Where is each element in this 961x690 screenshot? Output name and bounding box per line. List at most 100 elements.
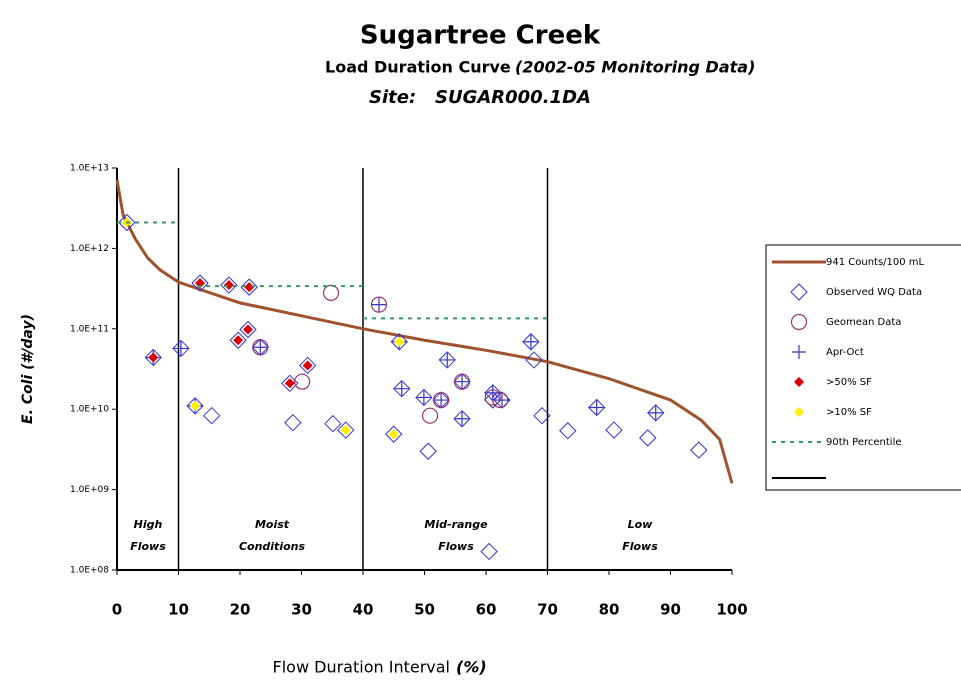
plus-marker <box>792 345 806 359</box>
diamond-marker <box>298 356 317 375</box>
diamond-marker <box>118 213 136 232</box>
diamond-marker <box>415 388 433 407</box>
y-axis-label: E. Coli (#/day) <box>20 314 36 424</box>
x-tick-label: 70 <box>537 601 558 619</box>
diamond-marker <box>453 410 471 428</box>
diamond-marker <box>385 425 403 443</box>
y-tick-label: 1.0E+13 <box>70 164 109 174</box>
circle-marker <box>453 373 471 390</box>
legend-label: >50% SF <box>826 377 872 388</box>
plus-marker <box>523 334 538 349</box>
diamond-marker <box>639 429 657 447</box>
x-tick-label: 10 <box>168 601 189 619</box>
plus-marker <box>394 381 409 396</box>
circle-marker <box>294 373 311 390</box>
zone-label: Flows <box>622 540 658 553</box>
legend-label: Apr-Oct <box>826 347 864 358</box>
y-tick-label: 1.0E+09 <box>70 485 109 495</box>
zone-label: High <box>134 518 163 531</box>
y-tick-label: 1.0E+08 <box>70 566 109 576</box>
plus-marker <box>494 393 509 408</box>
x-axis-label: Flow Duration Interval <box>273 658 450 677</box>
plus-marker <box>253 340 268 355</box>
filled-marker <box>244 282 255 293</box>
plus-marker <box>173 341 188 356</box>
filled-marker <box>794 377 804 387</box>
diamond-marker <box>240 278 258 296</box>
diamond-marker <box>647 404 665 422</box>
filled-marker <box>302 360 313 371</box>
diamond-marker <box>533 406 551 425</box>
zone-label: Low <box>628 518 654 531</box>
y-tick-label: 1.0E+12 <box>70 244 109 254</box>
plus-marker <box>416 390 431 405</box>
diamond-marker <box>393 379 411 398</box>
x-tick-label: 80 <box>599 601 620 619</box>
filled-marker <box>340 425 351 436</box>
diamond-marker <box>203 406 221 425</box>
diamond-marker <box>144 348 162 367</box>
diamond-marker <box>186 397 204 415</box>
plus-marker <box>371 297 386 312</box>
legend-box <box>765 244 961 491</box>
diamond-marker <box>587 398 606 417</box>
diamond-marker <box>239 320 257 339</box>
plus-marker <box>589 400 604 415</box>
filled-marker <box>233 335 244 346</box>
diamond-marker <box>438 351 456 369</box>
circle-marker <box>433 391 450 409</box>
x-tick-label: 60 <box>476 601 497 619</box>
plus-marker <box>455 411 470 426</box>
zone-label: Mid-range <box>424 518 488 531</box>
chart-title: Sugartree Creek <box>360 21 601 51</box>
circle-marker <box>370 296 388 313</box>
circle-marker <box>322 284 340 301</box>
diamond-marker <box>480 542 498 561</box>
diamond-marker <box>522 333 540 351</box>
diamond-marker <box>324 415 342 433</box>
legend-label: >10% SF <box>826 407 872 418</box>
diamond-marker <box>337 421 355 439</box>
x-tick-label: 20 <box>230 601 251 619</box>
x-axis-unit: (%) <box>456 658 487 677</box>
circle-marker <box>252 339 269 356</box>
legend-label: Geomean Data <box>826 317 901 328</box>
chart-subtitle: Load Duration Curve <box>325 58 511 77</box>
plus-marker <box>434 393 449 408</box>
diamond-marker <box>419 442 437 460</box>
filled-marker <box>388 429 399 440</box>
filled-marker <box>242 324 253 335</box>
diamond-marker <box>229 331 247 349</box>
circle-marker <box>421 407 439 424</box>
chart-subtitle-note: (2002-05 Monitoring Data) <box>515 58 755 77</box>
y-tick-label: 1.0E+11 <box>70 324 109 334</box>
filled-marker <box>394 336 405 347</box>
zone-label: Moist <box>255 518 290 531</box>
circle-marker <box>790 313 808 331</box>
x-tick-label: 30 <box>291 601 312 619</box>
diamond-marker <box>690 441 708 459</box>
plus-marker <box>485 385 500 400</box>
diamond-marker <box>484 391 502 409</box>
filled-marker <box>190 400 201 411</box>
plus-marker <box>648 405 663 420</box>
legend-label: 941 Counts/100 mL <box>826 257 925 268</box>
filled-marker <box>794 407 804 417</box>
zone-label: Conditions <box>239 540 306 553</box>
filled-marker <box>223 280 234 291</box>
duration-curve <box>115 179 734 484</box>
filled-marker <box>284 378 295 389</box>
y-tick-label: 1.0E+10 <box>70 405 109 415</box>
plus-marker <box>455 374 470 389</box>
zone-label: Flows <box>438 540 474 553</box>
diamond-marker <box>790 283 808 301</box>
diamond-marker <box>559 422 577 440</box>
x-tick-label: 100 <box>716 601 747 619</box>
zone-label: Flows <box>130 540 166 553</box>
plus-marker <box>440 352 455 367</box>
legend-label: 90th Percentile <box>826 437 902 448</box>
diamond-marker <box>390 333 408 351</box>
diamond-marker <box>220 276 238 294</box>
diamond-marker <box>191 274 209 292</box>
